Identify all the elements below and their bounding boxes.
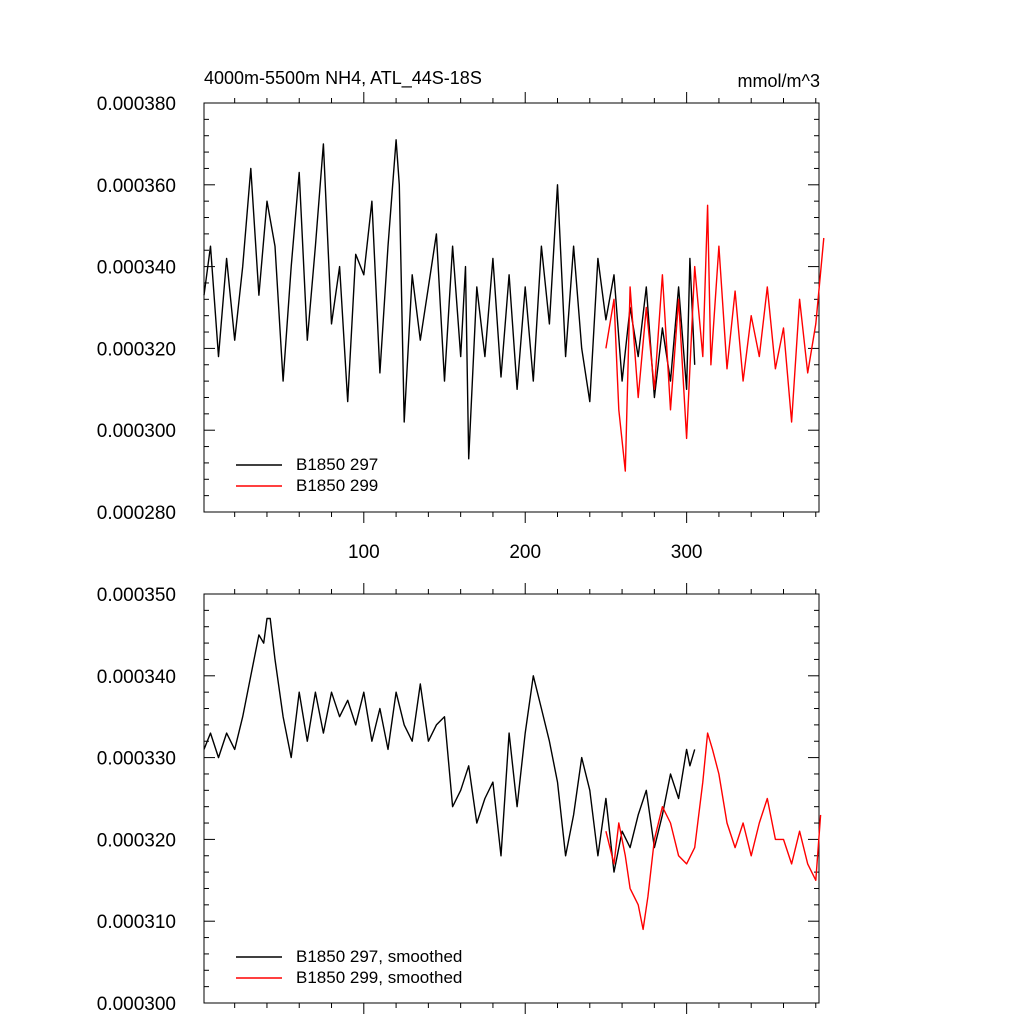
y-tick-label: 0.000320 (97, 339, 176, 360)
y-tick-label: 0.000340 (97, 667, 176, 688)
legend-entry: B1850 297 (296, 455, 378, 474)
y-tick-label: 0.000330 (97, 749, 176, 770)
legend-bottom: B1850 297, smoothed B1850 299, smoothed (236, 947, 462, 987)
bottom-panel: 0.000300 0.000310 0.000320 0.000330 0.000340… (97, 583, 822, 1015)
top-panel: 4000m-5500m NH4, ATL_44S-18S mmol/m^3 0.… (97, 68, 825, 563)
y-tick-label: 0.000340 (97, 258, 176, 279)
x-tick-label: 100 (348, 542, 380, 563)
series-line-299 (605, 204, 825, 472)
series-bottom (203, 617, 822, 931)
y-tick-labels-bottom: 0.000300 0.000310 0.000320 0.000330 0.000340… (97, 585, 176, 1015)
legend-entry: B1850 299 (296, 476, 378, 495)
legend-entry: B1850 297, smoothed (296, 947, 462, 966)
legend-top: B1850 297 B1850 299 (236, 455, 378, 495)
units-label: mmol/m^3 (738, 71, 820, 91)
legend-entry: B1850 299, smoothed (296, 968, 462, 987)
series-top (203, 139, 825, 472)
y-tick-label: 0.000380 (97, 94, 176, 115)
series-line-297 (203, 617, 696, 873)
ticks-bottom (204, 583, 819, 1014)
x-tick-labels-top: 100 200 300 (348, 542, 703, 563)
y-tick-label: 0.000300 (97, 421, 176, 442)
chart-title: 4000m-5500m NH4, ATL_44S-18S (204, 68, 482, 89)
y-tick-label: 0.000350 (97, 585, 176, 606)
plot-frame-top (203, 102, 820, 513)
y-tick-label: 0.000310 (97, 912, 176, 933)
y-tick-label: 0.000280 (97, 503, 176, 524)
series-line-297 (203, 139, 696, 460)
y-tick-label: 0.000320 (97, 830, 176, 851)
ticks-top (204, 92, 819, 523)
y-tick-labels-top: 0.000280 0.000300 0.000320 0.000340 0.000360… (97, 94, 176, 524)
plot-frame-bottom (203, 593, 820, 1004)
x-tick-label: 300 (671, 542, 703, 563)
y-tick-label: 0.000300 (97, 994, 176, 1015)
y-tick-label: 0.000360 (97, 176, 176, 197)
x-tick-label: 200 (509, 542, 541, 563)
series-line-299 (605, 732, 822, 931)
